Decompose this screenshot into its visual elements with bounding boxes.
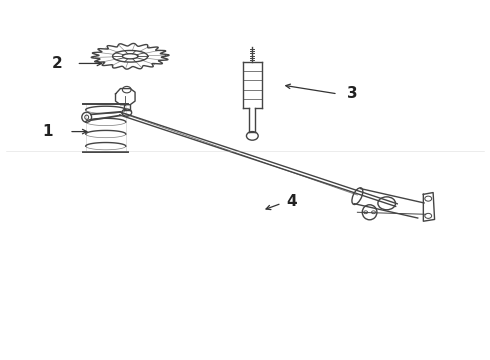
Text: 1: 1: [42, 124, 52, 139]
Text: 3: 3: [347, 86, 358, 102]
Text: 2: 2: [51, 56, 62, 71]
Text: 4: 4: [286, 194, 297, 209]
